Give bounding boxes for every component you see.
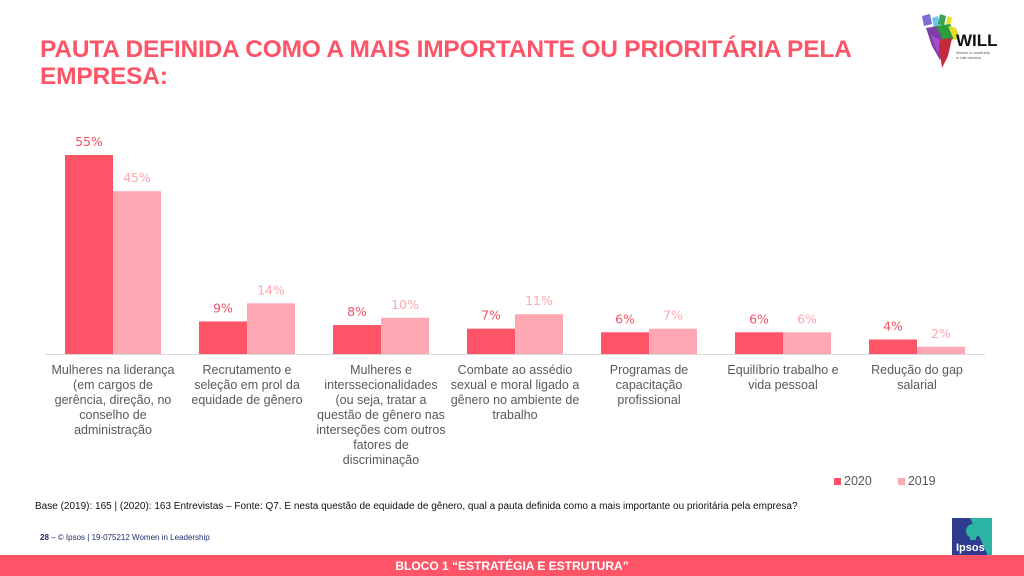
section-title: BLOCO 1 “ESTRATÉGIA E ESTRUTURA”: [395, 558, 629, 573]
bar-2020-1: [199, 321, 247, 354]
page-number: 28: [40, 533, 49, 542]
data-label-2020-4: 6%: [615, 311, 635, 326]
section-bar: BLOCO 1 “ESTRATÉGIA E ESTRUTURA”: [0, 555, 1024, 576]
ipsos-logo: Ipsos: [952, 518, 994, 558]
ipsos-logo-text: Ipsos: [956, 542, 985, 554]
legend-label-2020: 2020: [844, 474, 872, 488]
bar-2019-1: [247, 303, 295, 354]
ipsos-logo-icon: Ipsos: [952, 518, 992, 556]
legend-item-2019: 2019: [897, 474, 936, 488]
svg-text:Women in Leadership: Women in Leadership: [956, 51, 990, 55]
base-footnote: Base (2019): 165 | (2020): 163 Entrevist…: [35, 501, 798, 512]
footer-copyright: – © Ipsos | 19-075212 Women in Leadershi…: [51, 533, 210, 542]
category-label-6: Redução do gap salarial: [871, 363, 963, 392]
data-label-2020-0: 55%: [75, 134, 103, 149]
data-label-2019-3: 11%: [525, 293, 553, 308]
category-label-1: Recrutamento e seleção em prol da equida…: [191, 363, 303, 407]
category-label-3: Combate ao assédio sexual e moral ligado…: [450, 363, 580, 422]
bar-2020-0: [65, 155, 113, 354]
category-label-4: Programas de capacitação profissional: [609, 363, 689, 407]
category-label-2: Mulheres e interssecionalidades (ou seja…: [316, 363, 446, 467]
data-label-2019-0: 45%: [123, 170, 151, 185]
bar-2019-5: [783, 332, 831, 354]
bar-2020-2: [333, 325, 381, 354]
bar-2019-2: [381, 317, 429, 354]
data-label-2020-3: 7%: [481, 308, 501, 323]
bar-2019-3: [515, 314, 563, 354]
svg-text:in Latin America: in Latin America: [956, 56, 981, 60]
data-label-2020-5: 6%: [749, 311, 769, 326]
will-logo-text: WILL: [956, 31, 998, 50]
bar-chart: 55% 9% 8% 7% 6% 6% 4% 45% 14% 10% 11% 7% 6% 2%: [45, 134, 985, 355]
legend-swatch-2020: [834, 477, 841, 485]
data-label-2019-2: 10%: [391, 297, 419, 312]
page-title: PAUTA DEFINIDA COMO A MAIS IMPORTANTE OU…: [40, 36, 851, 90]
bar-2020-5: [735, 332, 783, 354]
will-logo: WILL Women in Leadership in Latin Americ…: [918, 10, 998, 70]
category-label-0: Mulheres na liderança (em cargos de gerê…: [51, 363, 175, 437]
bar-2019-6: [917, 346, 965, 354]
data-label-2020-6: 4%: [883, 319, 903, 334]
data-label-2019-1: 14%: [257, 282, 285, 297]
legend-label-2019: 2019: [907, 474, 936, 488]
bar-2020-4: [601, 332, 649, 354]
bar-2020-6: [869, 339, 917, 354]
legend-item-2020: 2020: [834, 474, 872, 488]
footer-reference: 28 – © Ipsos | 19-075212 Women in Leader…: [40, 533, 210, 542]
chart-legend: 2020 2019: [834, 474, 936, 488]
bar-2019-4: [649, 328, 697, 354]
bar-2019-0: [113, 191, 161, 354]
data-label-2019-4: 7%: [663, 308, 683, 323]
data-label-2020-2: 8%: [347, 304, 367, 319]
category-label-5: Equilíbrio trabalho e vida pessoal: [727, 363, 839, 392]
data-label-2019-6: 2%: [931, 326, 951, 341]
data-label-2019-5: 6%: [797, 311, 817, 326]
bar-2020-3: [467, 328, 515, 354]
data-label-2020-1: 9%: [213, 300, 233, 315]
will-logo-icon: WILL Women in Leadership in Latin Americ…: [922, 14, 998, 68]
legend-swatch-2019: [897, 477, 905, 485]
